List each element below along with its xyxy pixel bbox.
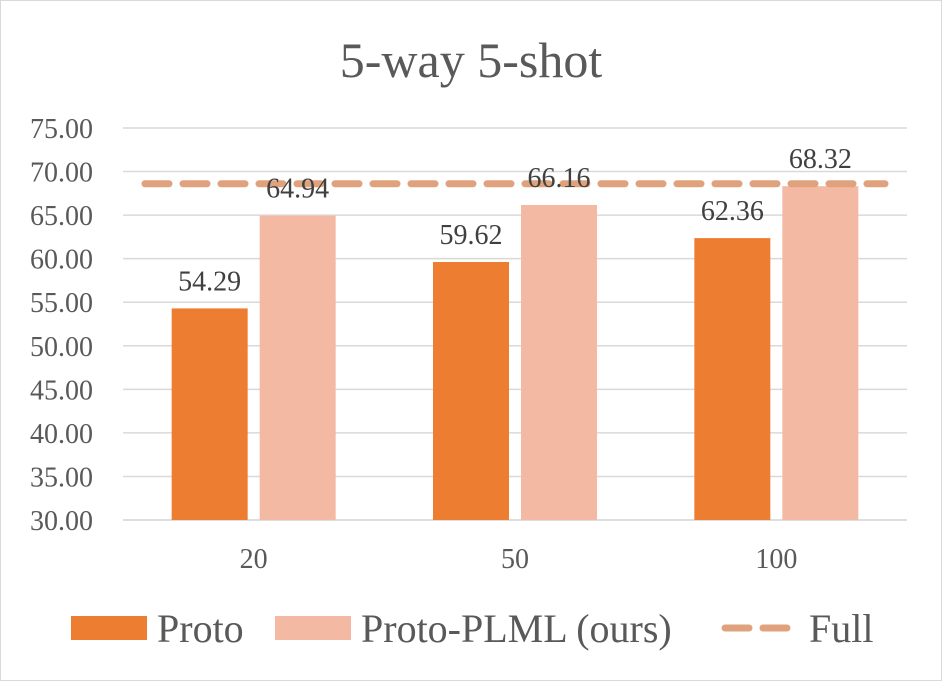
y-tick-label: 45.00 — [30, 375, 93, 406]
y-tick-label: 30.00 — [30, 506, 93, 537]
data-label: 64.94 — [266, 174, 329, 205]
y-tick-label: 60.00 — [30, 245, 93, 276]
x-tick-label: 20 — [240, 544, 268, 575]
y-tick-label: 35.00 — [30, 462, 93, 493]
bar-proto-20 — [171, 308, 248, 520]
x-tick-label: 100 — [755, 544, 797, 575]
y-tick-label: 50.00 — [30, 332, 93, 363]
bars — [171, 186, 859, 520]
data-label: 54.29 — [178, 266, 241, 297]
bar-proto-50 — [433, 261, 509, 520]
legend-label-full: Full — [809, 606, 873, 651]
y-tick-label: 75.00 — [30, 114, 93, 145]
data-label: 59.62 — [440, 220, 503, 251]
data-label: 62.36 — [701, 196, 764, 227]
data-label: 68.32 — [789, 144, 852, 175]
data-label: 66.16 — [528, 163, 591, 194]
legend-label-proto: Proto — [157, 606, 244, 651]
y-tick-label: 40.00 — [30, 419, 93, 450]
bar-proto-plml-100 — [782, 186, 859, 520]
legend-swatch-proto — [71, 616, 147, 640]
legend-label-proto-plml: Proto-PLML (ours) — [361, 606, 672, 651]
bar-proto-plml-50 — [521, 205, 597, 520]
legend-swatch-proto-plml — [275, 616, 351, 640]
bar-proto-100 — [694, 238, 771, 520]
y-axis-tick-labels: 30.00 35.00 40.00 45.00 50.00 55.00 60.00 65.00… — [30, 114, 93, 537]
legend: Proto Proto-PLML (ours) Full — [71, 606, 873, 651]
gridlines — [123, 127, 907, 521]
chart-title: 5-way 5-shot — [340, 32, 603, 88]
y-tick-label: 55.00 — [30, 288, 93, 319]
x-tick-label: 50 — [501, 544, 529, 575]
data-labels: 54.29 64.94 59.62 66.16 62.36 68.32 — [178, 144, 852, 297]
bar-proto-plml-20 — [259, 215, 336, 520]
y-tick-label: 70.00 — [30, 158, 93, 189]
x-axis-tick-labels: 20 50 100 — [240, 544, 798, 575]
y-tick-label: 65.00 — [30, 201, 93, 232]
